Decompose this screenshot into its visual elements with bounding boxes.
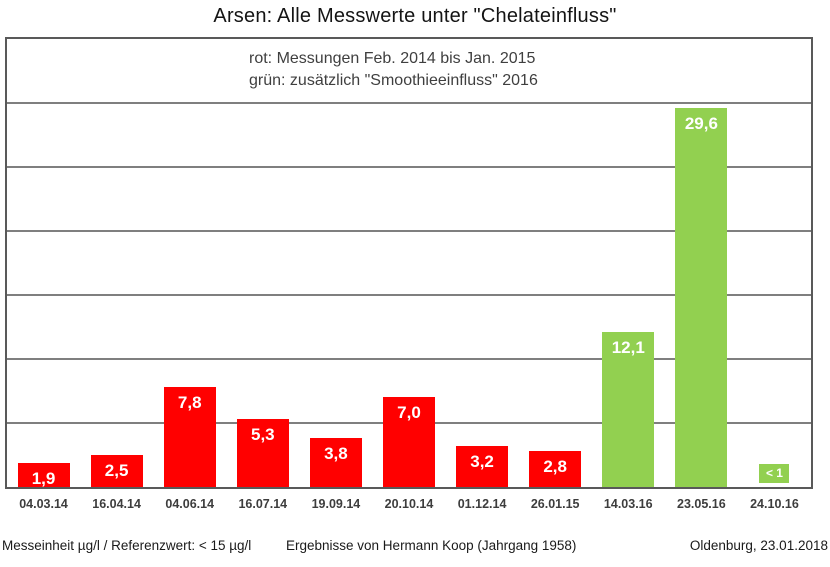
x-axis-label-23.05.16: 23.05.16	[677, 497, 726, 511]
x-axis-label-14.03.16: 14.03.16	[603, 497, 653, 511]
gridline-20	[7, 230, 811, 232]
bar-04.03.14: 1,9	[17, 463, 70, 488]
bar-value-label: 3,8	[324, 444, 348, 463]
gridline-15	[7, 294, 811, 296]
x-axis-label-24.10.16: 24.10.16	[750, 497, 799, 511]
bar-value-label: 7,8	[177, 393, 202, 412]
bar-20.10.14: 7,0	[383, 397, 435, 487]
x-axis-label-01.12.14: 01.12.14	[457, 497, 507, 511]
x-axis-labels: 04.03.14 16.04.14 04.06.14 16.07.14 19.09.14…	[7, 497, 811, 513]
bar-14.03.16: 12,1	[602, 332, 655, 487]
bar-01.12.14: 3,2	[456, 446, 509, 487]
legend-annotation: rot: Messungen Feb. 2014 bis Jan. 2015 g…	[249, 48, 538, 92]
bar-value-label: 5,3	[250, 425, 275, 444]
gridline-25	[7, 166, 811, 168]
x-axis-label-04.03.14: 04.03.14	[19, 497, 68, 511]
x-axis-label-20.10.14: 20.10.14	[384, 497, 434, 511]
chart-title: Arsen: Alle Messwerte unter "Chelateinfl…	[213, 5, 617, 27]
bar-04.06.14: 7,8	[163, 387, 216, 487]
bar-value-label: 1,9	[31, 469, 56, 488]
footer-source: Ergebnisse von Hermann Koop (Jahrgang 19…	[286, 538, 577, 553]
footer-unit-reference: Messeinheit µg/l / Referenzwert: < 15 µg…	[2, 538, 252, 553]
bar-19.09.14: 3,8	[309, 438, 362, 487]
bar-value-label: 3,2	[470, 452, 494, 471]
x-axis-label-16.04.14: 16.04.14	[92, 497, 141, 511]
bar-value-label: 29,6	[684, 114, 718, 133]
gridline-30	[7, 102, 811, 104]
bar-16.07.14: 5,3	[236, 419, 289, 487]
footer-place-date: Oldenburg, 23.01.2018	[689, 538, 828, 553]
gridline-10	[7, 358, 811, 360]
legend-line-red: rot: Messungen Feb. 2014 bis Jan. 2015	[249, 50, 536, 67]
x-axis-label-19.09.14: 19.09.14	[311, 497, 361, 511]
bar-value-label: 2,5	[104, 461, 129, 480]
bar-label-boxed-24.10.16: < 1	[759, 464, 790, 483]
x-axis-label-26.01.15: 26.01.15	[530, 497, 580, 511]
bar-26.01.15: 2,8	[529, 451, 582, 487]
x-axis-label-16.07.14: 16.07.14	[238, 497, 288, 511]
footer: Messeinheit µg/l / Referenzwert: < 15 µg…	[0, 538, 830, 556]
bar-23.05.16: 29,6	[675, 108, 728, 487]
bar-value-label: 7,0	[397, 403, 421, 422]
bar-16.04.14: 2,5	[90, 455, 143, 487]
plot-area: rot: Messungen Feb. 2014 bis Jan. 2015 g…	[5, 37, 813, 489]
bar-value-label: 12,1	[611, 338, 645, 357]
legend-line-green: grün: zusätzlich "Smoothieeinfluss" 2016	[249, 72, 538, 89]
bar-value-label: 2,8	[543, 457, 567, 476]
x-axis-label-04.06.14: 04.06.14	[165, 497, 215, 511]
